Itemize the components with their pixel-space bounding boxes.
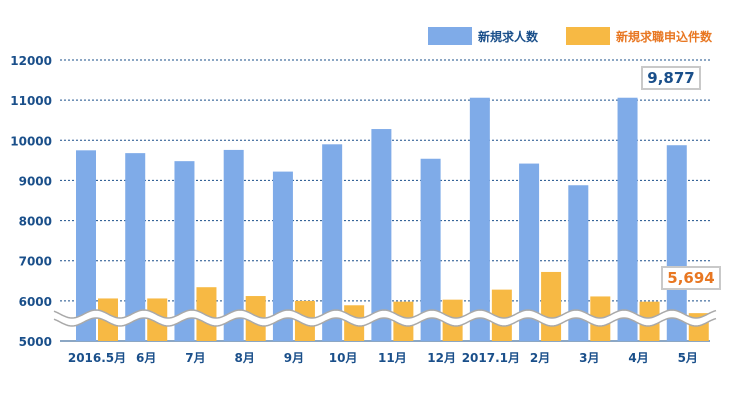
- callout-series2-last: 5,694: [661, 266, 721, 290]
- x-tick-label: 5月: [678, 351, 698, 365]
- legend-swatch-series1: [428, 27, 472, 45]
- x-tick-label: 9月: [284, 351, 304, 365]
- bar-series1: [76, 150, 96, 341]
- legend-item-series2: 新規求職申込件数: [566, 26, 712, 46]
- x-tick-label: 7月: [185, 351, 205, 365]
- y-tick-label: 10000: [10, 134, 52, 148]
- break-line: [53, 317, 717, 327]
- bar-series1: [223, 149, 244, 341]
- callout-series1-last: 9,877: [641, 66, 701, 90]
- bar-series2: [491, 289, 512, 341]
- x-tick-label: 8月: [235, 351, 255, 365]
- bar-series1: [420, 158, 441, 341]
- y-tick-label: 7000: [19, 255, 52, 269]
- x-tick-label: 12月: [427, 351, 456, 365]
- bar-series2: [196, 287, 217, 341]
- break-line: [53, 309, 717, 319]
- legend-label-series2: 新規求職申込件数: [616, 29, 713, 44]
- y-tick-label: 12000: [10, 54, 52, 68]
- bar-series1: [568, 185, 589, 341]
- bar-series1: [174, 161, 195, 341]
- bar-series1: [371, 129, 392, 341]
- bar-series1: [272, 171, 293, 341]
- x-tick-label: 6月: [136, 351, 156, 365]
- x-tick-label: 10月: [329, 351, 358, 365]
- bar-series1: [519, 163, 540, 341]
- axis-break: [53, 309, 717, 327]
- bar-series1: [666, 145, 687, 341]
- y-tick-label: 5000: [19, 335, 52, 349]
- bar-series1: [469, 97, 490, 341]
- legend-swatch-series2: [566, 27, 610, 45]
- x-tick-label: 2017.1月: [462, 351, 520, 365]
- y-tick-label: 9000: [19, 174, 52, 188]
- x-tick-label: 11月: [378, 351, 407, 365]
- bar-series2: [541, 271, 562, 341]
- x-tick-label: 3月: [579, 351, 599, 365]
- y-tick-label: 11000: [10, 94, 52, 108]
- y-tick-label: 8000: [19, 215, 52, 229]
- x-tick-label: 2016.5月: [68, 351, 126, 365]
- bars: [76, 97, 709, 341]
- legend-item-series1: 新規求人数: [428, 26, 538, 46]
- y-axis-tick-labels: 5000 6000 7000 8000 9000 10000 11000 12000: [10, 54, 52, 349]
- bar-series1: [322, 144, 343, 341]
- x-tick-label: 2月: [530, 351, 550, 365]
- legend-label-series1: 新規求人数: [478, 29, 539, 44]
- x-axis-tick-labels: 2016.5月 6月 7月 8月 9月 10月 11月 12月 2017.1月 2月 3月 4月 5月: [68, 351, 698, 365]
- bar-series1: [125, 153, 146, 341]
- x-tick-label: 4月: [628, 351, 648, 365]
- bar-series1: [617, 97, 638, 341]
- y-tick-label: 6000: [19, 295, 52, 309]
